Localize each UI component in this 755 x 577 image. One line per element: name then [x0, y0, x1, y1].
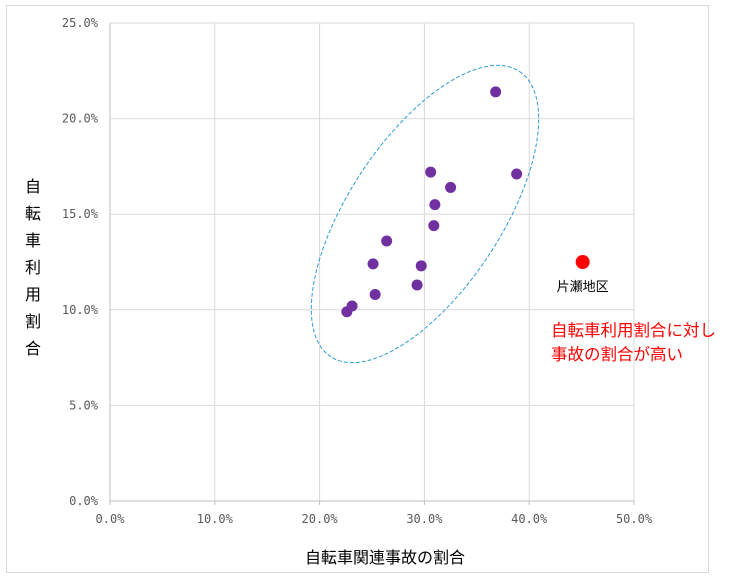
data-point	[341, 306, 353, 318]
data-point	[445, 181, 457, 193]
x-tick-label: 0.0%	[96, 512, 126, 526]
annotation-line: 事故の割合が高い	[551, 345, 683, 364]
x-tick-label: 50.0%	[616, 512, 653, 526]
data-point	[425, 166, 437, 178]
data-point	[511, 168, 523, 180]
chart-frame	[6, 5, 709, 573]
y-axis-label-char: 用	[25, 285, 41, 304]
cluster-ellipse	[310, 64, 540, 364]
y-axis-label: 自転車利用割合	[25, 177, 41, 358]
point-labels: 片瀬地区	[557, 280, 609, 295]
y-tick-label: 5.0%	[69, 398, 99, 412]
y-tick-label: 15.0%	[62, 207, 99, 221]
y-axis-label-char: 合	[25, 339, 41, 358]
x-tick-label: 30.0%	[406, 512, 443, 526]
y-axis-label-char: 割	[25, 312, 41, 331]
point-label: 片瀬地区	[557, 280, 609, 295]
y-axis-label-char: 車	[25, 231, 41, 250]
tick-labels: 0.0% 5.0% 10.0% 15.0% 20.0% 25.0% 0.0% 10.0% 20.…	[62, 16, 653, 526]
y-axis-label-char: 利	[25, 258, 41, 277]
x-tick-label: 20.0%	[302, 512, 339, 526]
data-point	[429, 199, 441, 211]
x-tick-label: 40.0%	[511, 512, 548, 526]
y-tick-label: 20.0%	[62, 112, 99, 126]
data-point	[428, 220, 440, 232]
y-axis-label-char: 転	[25, 204, 41, 223]
data-point	[490, 86, 502, 98]
data-points	[341, 86, 590, 318]
data-point	[411, 279, 423, 291]
x-axis-label: 自転車関連事故の割合	[305, 548, 465, 567]
x-tick-label: 10.0%	[197, 512, 234, 526]
data-point	[367, 258, 379, 270]
y-tick-label: 0.0%	[69, 494, 99, 508]
y-tick-label: 10.0%	[62, 303, 99, 317]
y-tick-label: 25.0%	[62, 16, 99, 30]
grid-lines	[110, 22, 635, 501]
annotation-line: 自転車利用割合に対し	[551, 321, 716, 340]
axes	[109, 23, 635, 505]
y-axis-label-char: 自	[25, 177, 41, 196]
data-point	[415, 260, 427, 272]
highlight-point	[575, 255, 590, 269]
data-point	[369, 289, 381, 301]
data-point	[381, 235, 393, 247]
